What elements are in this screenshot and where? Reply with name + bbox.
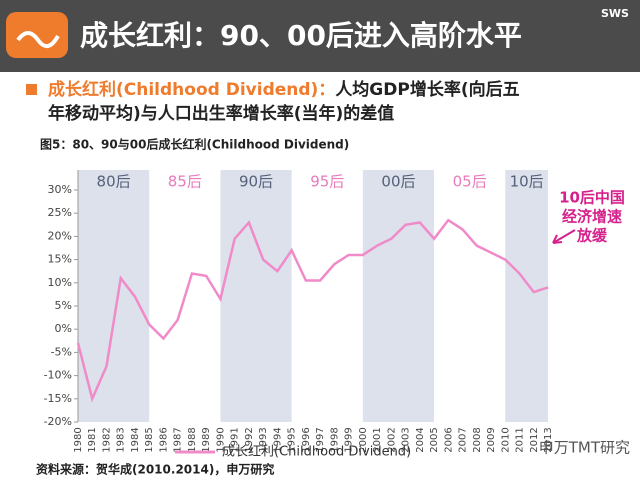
y-tick-label: 30% (48, 183, 72, 196)
brand: SWS (601, 7, 629, 20)
x-tick-label: 2007 (458, 427, 469, 452)
x-tick-label: 1990 (215, 427, 226, 452)
band-label: 85后 (168, 173, 202, 191)
x-tick-label: 1988 (187, 427, 198, 452)
x-tick-label: 1998 (329, 427, 340, 452)
x-tick-label: 1991 (230, 427, 241, 452)
legend-label: 成长红利(Childhood Dividend) (222, 444, 411, 460)
source: 资料来源：贺华成(2010.2014)，申万研究 (36, 462, 274, 477)
x-tick-label: 2000 (358, 427, 369, 452)
band (362, 170, 435, 422)
band-label: 90后 (239, 173, 273, 191)
band-label: 10后 (510, 173, 544, 191)
header-bar (0, 0, 640, 72)
x-tick-label: 2013 (543, 427, 554, 452)
x-tick-label: 1982 (101, 427, 112, 452)
x-tick-label: 1980 (73, 427, 84, 452)
series-line (76, 218, 549, 403)
x-tick-label: 2001 (372, 427, 383, 452)
band-label: 80后 (97, 173, 131, 191)
band (505, 170, 548, 422)
y-tick-label: 10% (48, 276, 72, 289)
x-tick-label: 1993 (258, 427, 269, 452)
x-tick-label: 1994 (272, 427, 283, 452)
x-tick-label: 2002 (386, 427, 397, 452)
plot: 80后 85后 90后 95后 00后 05后 10后 -20% -15% -10% -5% 0% 5%… (44, 170, 625, 453)
watermark: 申万TMT研究 (539, 439, 630, 457)
annotation: 放缓 (576, 227, 608, 245)
y-tick-label: 5% (55, 299, 72, 312)
annotation: 10后中国 (559, 189, 625, 207)
slide-title: 成长红利：90、00后进入高阶水平 (80, 19, 522, 52)
bullet-line: 人均GDP增长率(向后五 (335, 79, 519, 100)
x-tick-label: 1999 (344, 427, 355, 452)
bullet-text: 成长红利(Childhood Dividend)：人均GDP增长率(向后五 (48, 79, 520, 100)
annotation-arrow (552, 229, 576, 244)
band-label: 00后 (381, 173, 415, 191)
bullet-line: 年移动平均)与人口出生率增长率(当年)的差值 (48, 103, 394, 124)
y-tick-label: 20% (48, 229, 72, 242)
annotation: 经济增速 (562, 208, 622, 226)
x-tick-label: 1989 (201, 427, 212, 452)
y-tick-label: 0% (55, 322, 72, 335)
x-tick-label: 2006 (443, 427, 454, 452)
x-tick-label: 2010 (500, 427, 511, 452)
x-tick-label: 1987 (173, 427, 184, 452)
band (78, 170, 150, 422)
band (220, 170, 292, 422)
y-tick-label: -20% (44, 415, 72, 428)
x-tick-label: 1995 (287, 427, 298, 452)
x-tick-label: 1983 (116, 427, 127, 452)
y-tick-label: 25% (48, 206, 72, 219)
x-tick-label: 1996 (301, 427, 312, 452)
logo-mark (16, 31, 60, 48)
x-tick-label: 1981 (87, 427, 98, 452)
x-tick-label: 2012 (529, 427, 540, 452)
x-tick-label: 2009 (486, 427, 497, 452)
band-label: 05后 (453, 173, 487, 191)
x-tick-label: 1992 (244, 427, 255, 452)
x-tick-label: 1985 (144, 427, 155, 452)
x-tick-label: 1984 (130, 427, 141, 452)
bullet-icon (26, 84, 37, 95)
x-tick-label: 1997 (315, 427, 326, 452)
x-tick-label: 2005 (429, 427, 440, 452)
bullet-highlight: 成长红利(Childhood Dividend)： (48, 79, 335, 100)
x-tick-label: 2004 (415, 427, 426, 452)
x-tick-label: 2011 (515, 427, 526, 452)
x-tick-label: 2003 (401, 427, 412, 452)
y-tick-label: -10% (44, 369, 72, 382)
x-tick-label: 1986 (158, 427, 169, 452)
chart-title: 图5：80、90与00后成长红利(Childhood Dividend) (40, 137, 349, 152)
x-tick-label: 2008 (472, 427, 483, 452)
logo (6, 12, 68, 58)
y-tick-label: -15% (44, 392, 72, 405)
band-label: 95后 (310, 173, 344, 191)
y-tick-label: -5% (51, 345, 72, 358)
y-tick-label: 15% (48, 253, 72, 266)
